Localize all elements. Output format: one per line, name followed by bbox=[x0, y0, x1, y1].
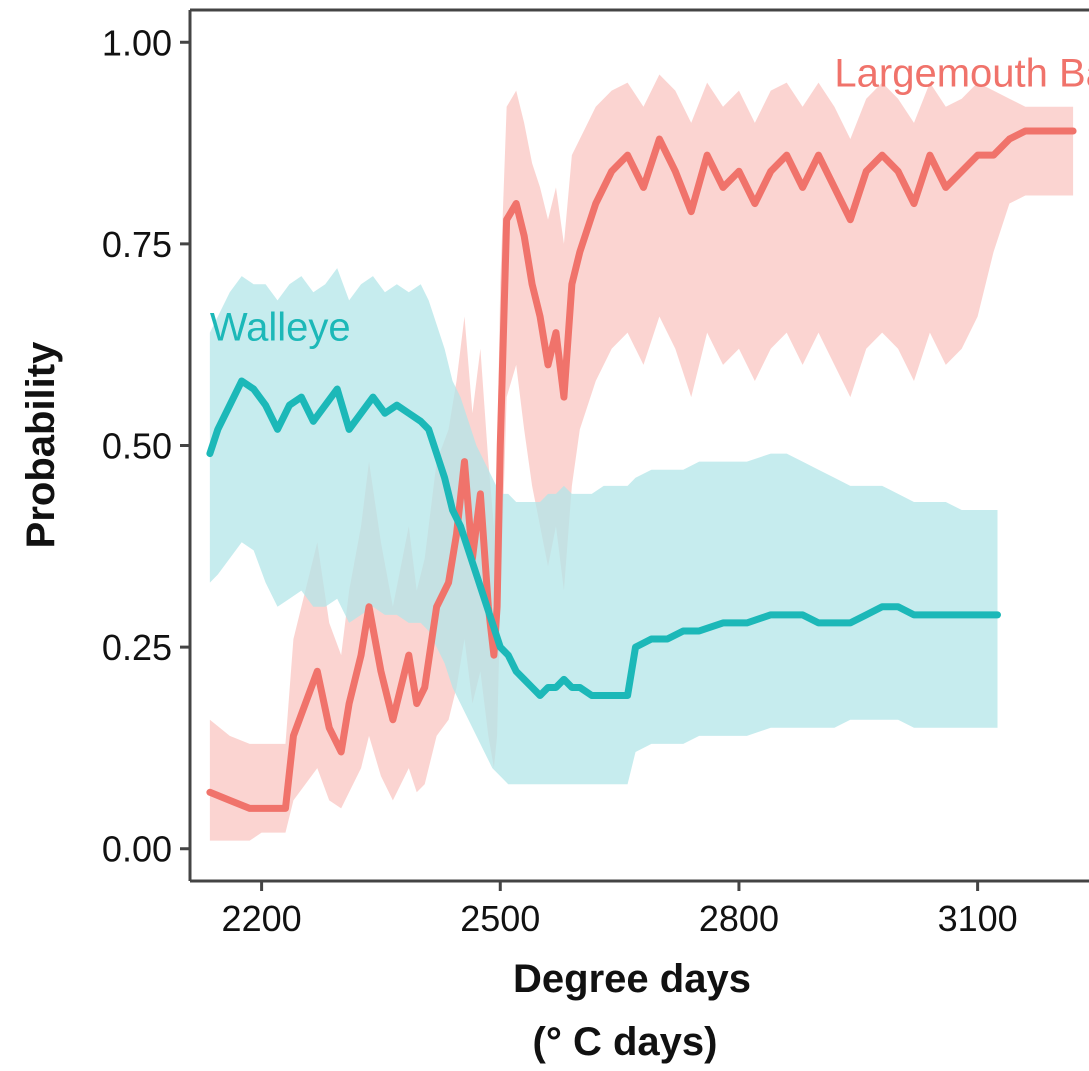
y-tick-label: 0.75 bbox=[102, 224, 172, 265]
largemouth-bass-line bbox=[206, 127, 1077, 812]
walleye-line bbox=[206, 377, 1002, 700]
x-tick-label: 2500 bbox=[460, 898, 540, 939]
largemouth-bass-label: Largemouth Bass bbox=[834, 52, 1089, 96]
series-labels: Largemouth Bass Walleye bbox=[210, 52, 1089, 350]
y-tick-label: 0.25 bbox=[102, 627, 172, 668]
y-tick-label: 0.50 bbox=[102, 426, 172, 467]
x-tick-label: 2200 bbox=[222, 898, 302, 939]
x-axis-unit: (° C days) bbox=[533, 1020, 718, 1064]
x-axis-title: Degree days bbox=[513, 957, 751, 1001]
y-axis-title: Probability bbox=[19, 341, 63, 548]
tick-marks: 0.00 0.25 0.50 0.75 1.00 2200 2500 2800 3100 bbox=[102, 22, 1018, 939]
x-tick-label: 2800 bbox=[699, 898, 779, 939]
walleye-label: Walleye bbox=[210, 306, 351, 350]
largemouth-bass-confidence-band bbox=[209, 74, 1074, 841]
confidence-bands bbox=[209, 74, 1074, 841]
y-tick-label: 1.00 bbox=[102, 22, 172, 63]
walleye-confidence-band bbox=[209, 268, 998, 785]
x-tick-label: 3100 bbox=[938, 898, 1018, 939]
y-tick-label: 0.00 bbox=[102, 829, 172, 870]
series-lines bbox=[206, 127, 1077, 812]
